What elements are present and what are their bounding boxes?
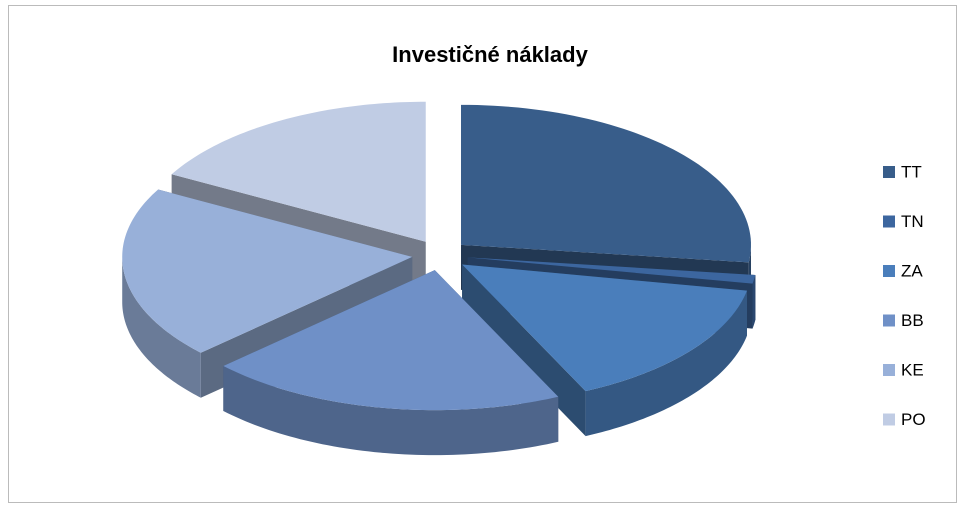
legend-swatch (883, 314, 895, 327)
slice-side (752, 274, 756, 329)
slice-side (585, 290, 747, 437)
slice-side (122, 256, 201, 398)
chart-title: Investičné náklady (392, 42, 588, 67)
slice-top (462, 264, 747, 392)
legend-swatch (883, 215, 895, 228)
slice-wall (462, 264, 586, 437)
slice-side (223, 365, 559, 456)
slice-top (223, 270, 559, 411)
legend-swatch (883, 413, 895, 426)
legend-label: TT (901, 162, 922, 181)
legend-label: TN (901, 212, 924, 231)
slice (223, 270, 559, 456)
legend-label: KE (901, 360, 924, 379)
slice-top (122, 189, 413, 353)
slice-top (461, 104, 751, 263)
slice-top (171, 101, 426, 242)
legend-swatch (883, 265, 895, 277)
legend-label: ZA (901, 261, 923, 280)
slice (462, 264, 747, 437)
slice-top (467, 257, 756, 284)
legend-label: PO (901, 410, 926, 429)
legend-swatch (883, 364, 895, 376)
legend-swatch (883, 166, 895, 178)
legend-label: BB (901, 311, 924, 330)
